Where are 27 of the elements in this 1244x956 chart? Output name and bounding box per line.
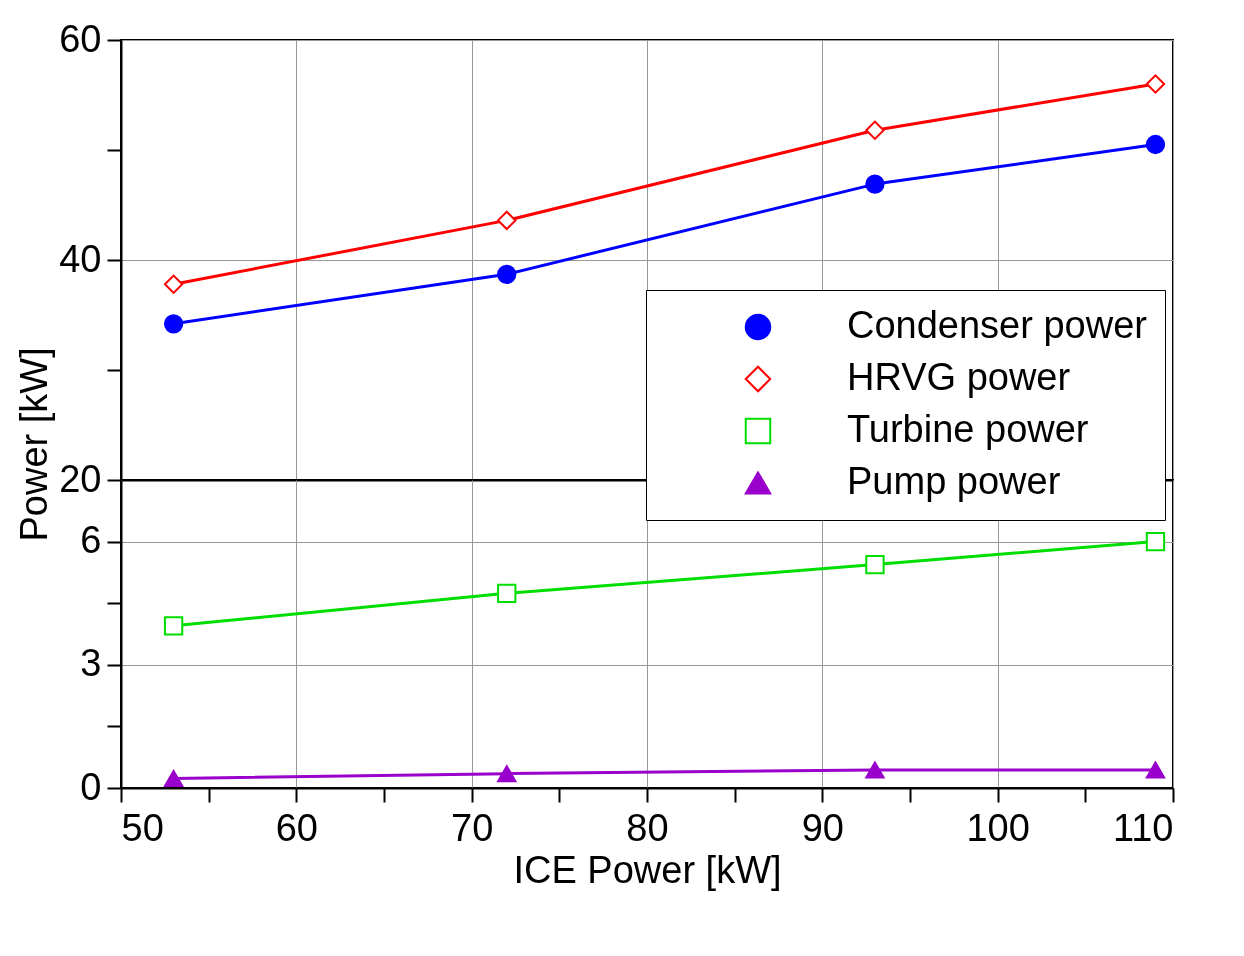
legend-label: Pump power — [847, 460, 1061, 502]
x-tick-label: 70 — [451, 806, 494, 849]
y-tick-label: 20 — [59, 457, 102, 500]
legend-label: Condenser power — [847, 304, 1148, 346]
point — [865, 174, 885, 194]
x-tick-label: 100 — [966, 806, 1030, 849]
x-axis-title: ICE Power [kW] — [513, 848, 782, 891]
point — [163, 314, 184, 334]
x-tick-label: 90 — [801, 806, 844, 849]
y-axis-title: Power [kW] — [13, 347, 56, 542]
x-tick-label: 80 — [626, 806, 669, 849]
point — [163, 274, 184, 294]
legend-label: HRVG power — [847, 356, 1071, 398]
y-tick-label: 60 — [59, 17, 102, 60]
y-tick-label: 6 — [80, 519, 102, 562]
point — [497, 264, 517, 284]
point — [865, 120, 885, 140]
legend-label: Turbine power — [847, 408, 1089, 450]
y-tick-label: 3 — [80, 642, 102, 685]
point — [1145, 134, 1166, 155]
x-tick-label: 50 — [121, 806, 164, 849]
y-tick-label: 40 — [59, 237, 102, 280]
x-tick-label: 60 — [275, 806, 318, 849]
point — [497, 210, 517, 231]
point — [1145, 74, 1166, 94]
x-tick-label: 110 — [1112, 806, 1174, 849]
y-tick-label: 0 — [80, 765, 102, 808]
